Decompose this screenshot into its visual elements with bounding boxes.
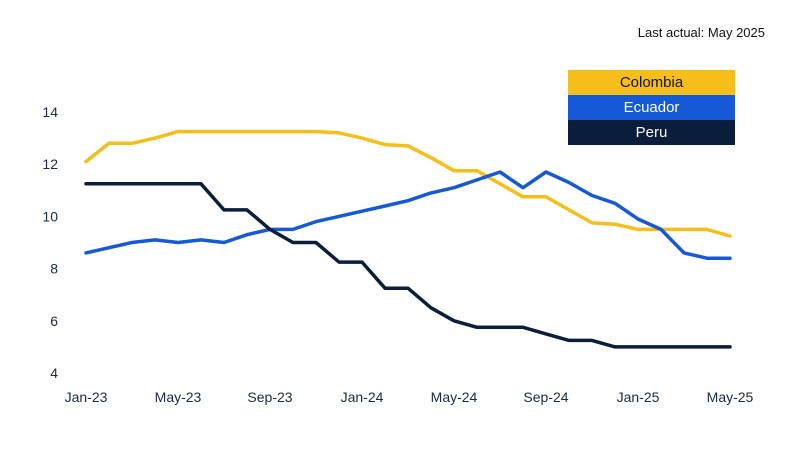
x-tick-label: May-23 — [155, 389, 202, 405]
x-tick-label: May-24 — [431, 389, 478, 405]
x-tick-label: May-25 — [707, 389, 754, 405]
series-line-ecuador — [84, 170, 732, 260]
legend: Colombia Ecuador Peru — [568, 70, 735, 145]
legend-item-colombia: Colombia — [568, 70, 735, 95]
series-line-colombia — [84, 129, 732, 238]
x-tick-label: Sep-24 — [523, 389, 568, 405]
y-tick-label: 12 — [42, 156, 58, 172]
series-line-peru — [84, 182, 732, 349]
y-tick-label: 8 — [50, 261, 58, 277]
y-tick-label: 4 — [50, 365, 58, 381]
y-tick-label: 14 — [42, 104, 58, 120]
legend-item-ecuador: Ecuador — [568, 95, 735, 120]
legend-item-peru: Peru — [568, 120, 735, 145]
last-actual-note: Last actual: May 2025 — [637, 25, 765, 40]
x-tick-label: Jan-23 — [65, 389, 108, 405]
x-tick-label: Sep-23 — [247, 389, 292, 405]
y-tick-label: 6 — [50, 313, 58, 329]
y-tick-label: 10 — [42, 208, 58, 224]
x-tick-label: Jan-24 — [341, 389, 384, 405]
x-tick-label: Jan-25 — [617, 389, 660, 405]
